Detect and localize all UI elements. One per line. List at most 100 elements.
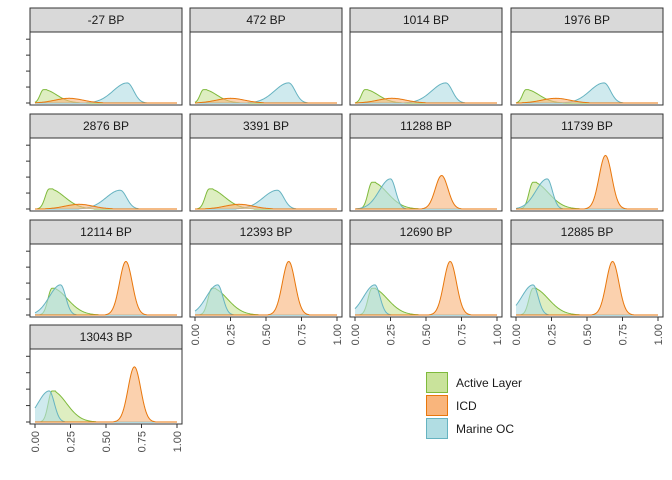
- facet-label: 472 BP: [246, 13, 285, 27]
- density-line-icd: [355, 175, 497, 210]
- facet-strip: [510, 7, 664, 33]
- panel-border: [510, 137, 664, 212]
- facet-label: 1014 BP: [403, 13, 449, 27]
- facet-label: 11288 BP: [400, 119, 452, 133]
- facet-strip: [189, 219, 343, 245]
- legend-key: [426, 395, 448, 416]
- x-tick-label: 0.25: [66, 431, 78, 452]
- x-tick-label: 1.00: [653, 324, 665, 345]
- facet-strip: [29, 324, 183, 350]
- density-area-active-layer: [195, 188, 337, 209]
- density-line-icd: [355, 260, 497, 316]
- density-area-marine-oc: [35, 390, 177, 422]
- x-tick-label: 0.75: [137, 431, 149, 452]
- density-area-marine-oc: [516, 82, 658, 103]
- density-line-icd: [516, 154, 658, 210]
- density-area-icd: [35, 98, 177, 103]
- density-area-active-layer: [195, 288, 337, 315]
- facet-strip: [29, 7, 183, 33]
- facet-panel: 3391 BP: [189, 113, 343, 212]
- legend-key: [426, 372, 448, 393]
- density-area-icd: [516, 98, 658, 103]
- x-tick-label: 0.75: [297, 324, 309, 345]
- density-area-active-layer: [35, 188, 177, 209]
- legend-label: Marine OC: [456, 421, 515, 436]
- x-tick-label: 0.75: [457, 324, 469, 345]
- facet-strip: [349, 219, 503, 245]
- density-line-icd: [195, 97, 337, 104]
- x-tick-label: 1.00: [172, 431, 184, 452]
- density-line-icd: [35, 260, 177, 316]
- facet-panel: 13043 BP 0.00 0.25 0.50 0.75 1.00: [26, 324, 184, 452]
- legend-key: [426, 418, 448, 439]
- x-tick-label: 0.00: [511, 324, 523, 345]
- facet-strip: [510, 113, 664, 139]
- panel-border: [349, 137, 503, 212]
- density-area-icd: [516, 261, 658, 315]
- density-line-icd: [195, 260, 337, 316]
- facet-panel: 12690 BP 0.00 0.25 0.50 0.75 1.00: [349, 219, 504, 345]
- facet-strip: [510, 219, 664, 245]
- x-tick-label: 0.50: [421, 324, 433, 345]
- facet-label: 1976 BP: [564, 13, 610, 27]
- facet-label: -27 BP: [88, 13, 125, 27]
- facet-label: 11739 BP: [561, 119, 613, 133]
- x-tick-label: 1.00: [492, 324, 504, 345]
- panel-border: [29, 243, 183, 318]
- density-area-marine-oc: [355, 284, 497, 315]
- facet-panel: 1014 BP: [349, 7, 503, 106]
- density-area-marine-oc: [516, 178, 658, 209]
- facet-strip: [29, 219, 183, 245]
- x-tick-label: 0.25: [386, 324, 398, 345]
- density-area-marine-oc: [195, 82, 337, 103]
- facet-panel: 12393 BP 0.00 0.25 0.50 0.75 1.00: [189, 219, 344, 345]
- density-line-icd: [35, 366, 177, 423]
- legend-label: ICD: [456, 398, 477, 413]
- facet-label: 2876 BP: [83, 119, 129, 133]
- density-area-active-layer: [355, 288, 497, 315]
- density-area-marine-oc: [35, 284, 177, 315]
- x-tick-label: 0.00: [30, 431, 42, 452]
- density-line-icd: [516, 97, 658, 104]
- legend-item: ICD: [426, 394, 522, 417]
- facet-panel: 12885 BP 0.00 0.25 0.50 0.75 1.00: [510, 219, 665, 345]
- facet-panel: -27 BP: [26, 7, 183, 106]
- facet-strip: [189, 113, 343, 139]
- facet-strip: [349, 7, 503, 33]
- x-tick-label: 1.00: [332, 324, 344, 345]
- panel-border: [510, 31, 664, 106]
- density-area-active-layer: [35, 390, 177, 422]
- x-tick-label: 0.75: [618, 324, 630, 345]
- density-area-marine-oc: [355, 178, 497, 209]
- panel-border: [29, 137, 183, 212]
- facet-label: 13043 BP: [80, 330, 133, 344]
- density-line-icd: [35, 203, 177, 210]
- density-area-icd: [355, 98, 497, 103]
- facet-panel: 12114 BP: [26, 219, 183, 318]
- facet-strip: [189, 7, 343, 33]
- plot-area: [190, 32, 342, 105]
- panel-border: [29, 31, 183, 106]
- x-tick-label: 0.25: [226, 324, 238, 345]
- density-area-marine-oc: [516, 284, 658, 315]
- x-tick-label: 0.25: [547, 324, 559, 345]
- panel-border: [189, 137, 343, 212]
- plot-area: [30, 32, 182, 105]
- density-area-marine-oc: [35, 190, 177, 209]
- panel-border: [349, 31, 503, 106]
- legend-item: Active Layer: [426, 371, 522, 394]
- x-tick-label: 0.50: [582, 324, 594, 345]
- density-line-icd: [355, 97, 497, 104]
- facet-label: 12885 BP: [561, 225, 614, 239]
- legend: Active Layer ICD Marine OC: [426, 371, 522, 440]
- density-line-icd: [195, 203, 337, 210]
- x-tick-label: 0.00: [350, 324, 362, 345]
- facet-panel: 11739 BP: [510, 113, 664, 212]
- legend-label: Active Layer: [456, 375, 523, 390]
- legend-item: Marine OC: [426, 417, 522, 440]
- facet-label: 3391 BP: [243, 119, 289, 133]
- facet-panel: 472 BP: [189, 7, 343, 106]
- facet-panel: 2876 BP: [26, 113, 183, 212]
- x-tick-label: 0.00: [190, 324, 202, 345]
